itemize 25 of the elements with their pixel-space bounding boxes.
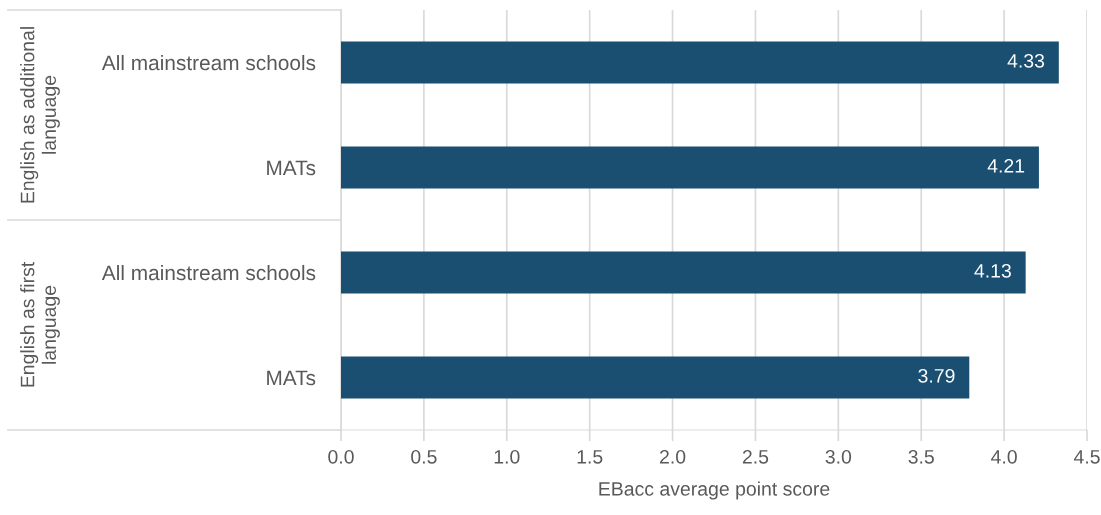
data-label: 4.21: [987, 158, 1025, 173]
x-axis-title: EBacc average point score: [599, 481, 830, 500]
bar: [341, 251, 1026, 294]
x-tick-label: 3.0: [825, 449, 852, 464]
text: English as first language: [20, 261, 60, 387]
y-tick-label: MATs: [267, 370, 316, 386]
bar: [341, 41, 1059, 84]
x-tick-label: 0.0: [328, 449, 354, 464]
x-tick-label: 2.0: [660, 449, 686, 464]
y-tick-label: All mainstream schools: [101, 54, 316, 71]
bar: [341, 146, 1039, 189]
bar: [341, 356, 970, 399]
x-tick-label: 1.0: [494, 449, 520, 464]
x-tick-label: 4.0: [991, 449, 1017, 464]
x-tick-label: 4.5: [1073, 450, 1100, 464]
data-label: 3.79: [918, 368, 955, 383]
data-label: 4.33: [1007, 53, 1045, 68]
x-tick-label: 0.5: [411, 449, 437, 464]
x-tick-label: 3.5: [908, 449, 934, 464]
x-tick-label: 2.5: [742, 449, 769, 464]
data-label: 4.13: [974, 263, 1011, 278]
x-tick-label: 1.5: [577, 450, 603, 464]
text: English as additional language: [20, 27, 60, 203]
y-tick-label: All mainstream schools: [101, 264, 316, 281]
y-tick-label: MATs: [267, 160, 316, 176]
